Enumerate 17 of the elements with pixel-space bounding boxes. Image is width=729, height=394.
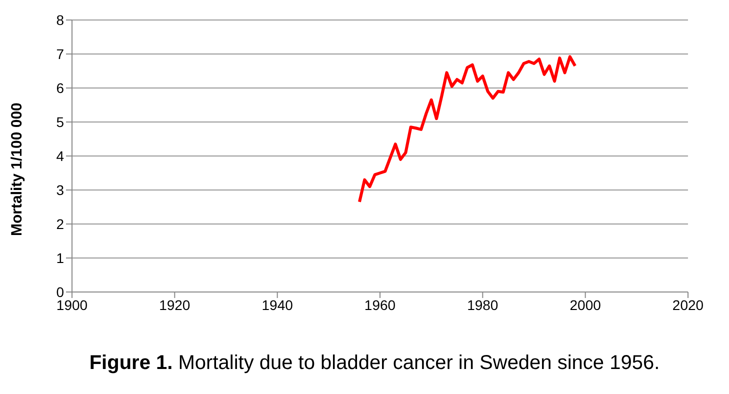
y-axis-title: Mortality 1/100 000 — [8, 102, 26, 236]
x-tick-label: 1980 — [467, 296, 498, 313]
y-tick-label: 5 — [56, 114, 64, 130]
text: Figure 1. Mortality due to bladder cancer in Sweden since 1956. — [89, 352, 660, 374]
y-tick-label: 4 — [56, 148, 64, 164]
x-tick-label: 2020 — [672, 296, 704, 313]
y-tick-label: 2 — [56, 216, 64, 232]
x-tick-label: 1920 — [159, 296, 190, 313]
x-tick-label: 1960 — [364, 296, 396, 313]
y-tick-label: 3 — [56, 182, 64, 198]
y-tick-label: 7 — [56, 46, 64, 62]
y-tick-label: 1 — [56, 250, 64, 266]
x-tick-label: 1940 — [262, 296, 294, 313]
y-tick-label: 6 — [56, 80, 64, 96]
x-tick-label: 2000 — [570, 296, 602, 313]
line-series — [358, 55, 577, 204]
y-tick-label: 8 — [56, 12, 64, 28]
